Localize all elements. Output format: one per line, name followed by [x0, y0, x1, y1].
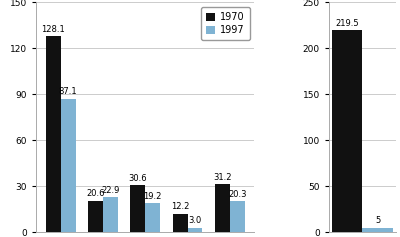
- Bar: [88, 201, 103, 232]
- Bar: [46, 36, 61, 232]
- Text: 30.6: 30.6: [128, 174, 147, 183]
- Text: 5: 5: [375, 216, 380, 225]
- Text: 87.1: 87.1: [59, 87, 78, 96]
- Text: 19.2: 19.2: [144, 191, 162, 201]
- Text: 20.6: 20.6: [86, 189, 105, 198]
- Bar: [215, 184, 230, 232]
- Text: 128.1: 128.1: [42, 25, 65, 34]
- Text: 22.9: 22.9: [101, 186, 120, 195]
- Bar: [61, 99, 76, 232]
- Bar: [130, 185, 145, 232]
- Bar: [173, 214, 188, 232]
- Bar: [230, 201, 244, 232]
- Bar: [188, 228, 202, 232]
- Text: 3.0: 3.0: [188, 216, 202, 225]
- Text: 219.5: 219.5: [335, 19, 359, 28]
- Bar: [332, 30, 362, 232]
- Text: 20.3: 20.3: [228, 190, 246, 199]
- Legend: 1970, 1997: 1970, 1997: [201, 7, 250, 40]
- Text: 31.2: 31.2: [213, 173, 232, 182]
- Bar: [362, 228, 393, 232]
- Text: 12.2: 12.2: [171, 202, 189, 211]
- Bar: [103, 197, 118, 232]
- Bar: [145, 203, 160, 232]
